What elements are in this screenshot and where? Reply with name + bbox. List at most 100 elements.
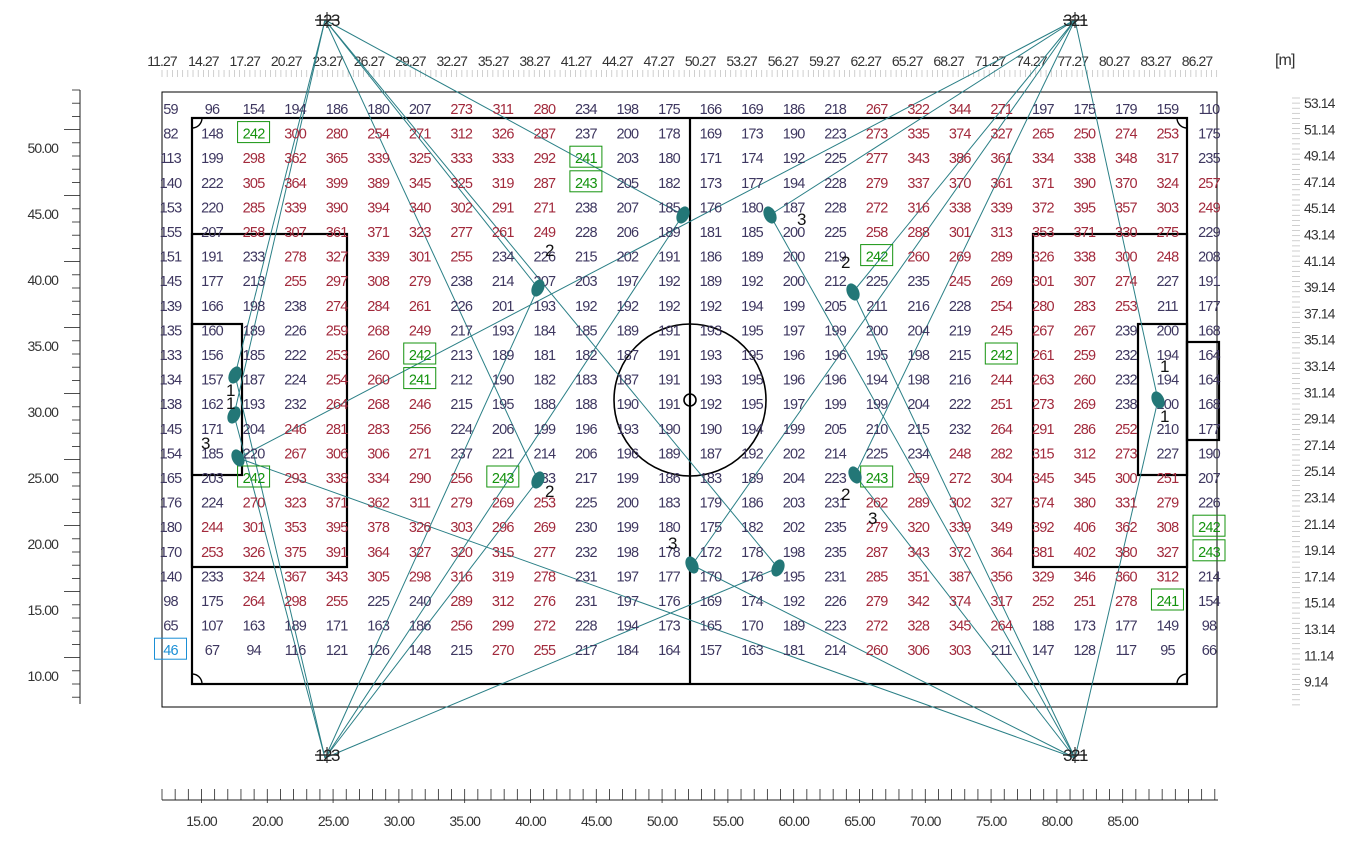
- grid-value: 395: [1073, 200, 1096, 216]
- top-axis-label: 71.27: [975, 53, 1007, 69]
- grid-value: 241: [1157, 594, 1180, 610]
- bottom-axis-label: 20.00: [252, 813, 284, 829]
- grid-value: 269: [533, 520, 556, 536]
- grid-value: 274: [1115, 127, 1138, 143]
- grid-value: 196: [783, 348, 806, 364]
- grid-value: 228: [949, 299, 972, 315]
- grid-value: 231: [824, 569, 847, 585]
- top-axis-label: 65.27: [892, 53, 924, 69]
- top-axis-label: 50.27: [685, 53, 717, 69]
- aim-line: [691, 19, 1076, 566]
- grid-value: 177: [201, 274, 224, 290]
- grid-value: 307: [1073, 274, 1096, 290]
- grid-value: 199: [783, 422, 806, 438]
- grid-value: 203: [575, 274, 598, 290]
- grid-value: 231: [824, 496, 847, 512]
- grid-value: 212: [824, 274, 847, 290]
- grid-value: 165: [700, 619, 723, 635]
- bottom-axis-label: 15.00: [186, 813, 218, 829]
- grid-value: 252: [1032, 594, 1055, 610]
- grid-value: 201: [492, 299, 515, 315]
- luminaire-head: [848, 466, 862, 484]
- left-axis-label: 20.00: [27, 536, 59, 552]
- grid-value: 255: [533, 643, 556, 659]
- grid-value: 272: [533, 619, 556, 635]
- grid-value: 195: [866, 348, 889, 364]
- top-axis-label: 68.27: [933, 53, 965, 69]
- top-axis-label: 11.27: [147, 53, 178, 69]
- grid-value: 290: [409, 471, 432, 487]
- grid-value: 234: [575, 102, 598, 118]
- right-axis-label: 51.14: [1304, 121, 1336, 137]
- grid-value: 160: [201, 323, 224, 339]
- grid-value: 208: [1198, 250, 1221, 266]
- grid-value: 394: [367, 200, 390, 216]
- grid-value: 116: [285, 643, 306, 659]
- grid-value: 362: [1115, 520, 1138, 536]
- grid-value: 199: [783, 299, 806, 315]
- grid-value: 253: [533, 496, 556, 512]
- right-axis-label: 15.14: [1304, 595, 1336, 611]
- grid-value: 192: [741, 446, 764, 462]
- grid-value: 282: [990, 446, 1013, 462]
- grid-value: 279: [1157, 496, 1180, 512]
- min-value-box: [154, 637, 187, 660]
- grid-value: 252: [1115, 422, 1138, 438]
- grid-value: 298: [243, 151, 266, 167]
- grid-value: 374: [1032, 496, 1055, 512]
- left-axis-label: 15.00: [27, 602, 59, 618]
- pitch-lines: [190, 116, 1221, 686]
- grid-value: 260: [866, 643, 889, 659]
- grid-value: 280: [533, 102, 556, 118]
- grid-value: 239: [1115, 323, 1138, 339]
- aim-line: [237, 19, 1076, 459]
- grid-value: 312: [1157, 569, 1180, 585]
- grid-value: 207: [617, 200, 640, 216]
- grid-value: 279: [409, 274, 432, 290]
- grid-value: 339: [949, 520, 972, 536]
- grid-value: 193: [700, 348, 723, 364]
- grid-value: 203: [201, 471, 224, 487]
- grid-value: 327: [990, 127, 1013, 143]
- grid-value: 224: [450, 422, 473, 438]
- aim-line: [769, 214, 1076, 759]
- grid-value: 337: [907, 176, 930, 192]
- grid-value: 312: [1073, 446, 1096, 462]
- center-circle: [613, 323, 767, 477]
- right-axis-label: 31.14: [1304, 384, 1336, 400]
- grid-value: 176: [658, 594, 681, 610]
- grid-value: 186: [700, 250, 723, 266]
- grid-value: 370: [1115, 176, 1138, 192]
- grid-value: 151: [160, 250, 183, 266]
- grid-value: 190: [617, 397, 640, 413]
- grid-value: 343: [907, 545, 930, 561]
- grid-value: 181: [700, 225, 723, 241]
- grid-value: 243: [492, 471, 515, 487]
- grid-value: 374: [949, 594, 972, 610]
- grid-value: 389: [367, 176, 390, 192]
- grid-value: 200: [783, 274, 806, 290]
- grid-value: 194: [1157, 373, 1180, 389]
- grid-value: 227: [1157, 446, 1180, 462]
- luminaires: [227, 206, 1165, 577]
- aim-line: [324, 567, 779, 759]
- grid-value: 331: [1115, 496, 1138, 512]
- grid-value: 107: [201, 619, 224, 635]
- grid-value: 346: [1073, 569, 1096, 585]
- grid-value: 276: [533, 594, 556, 610]
- grid-value: 264: [990, 422, 1013, 438]
- grid-value: 189: [700, 274, 723, 290]
- right-axis-label: 25.14: [1304, 463, 1336, 479]
- grid-value: 204: [907, 323, 930, 339]
- grid-value: 227: [1157, 274, 1180, 290]
- grid-value: 192: [658, 299, 681, 315]
- grid-value: 162: [201, 397, 224, 413]
- grid-value: 257: [1198, 176, 1221, 192]
- grid-value: 387: [949, 569, 972, 585]
- grid-value: 159: [1157, 102, 1180, 118]
- bottom-axis-label: 50.00: [647, 813, 679, 829]
- bottom-axis-label: 60.00: [778, 813, 810, 829]
- grid-value: 169: [741, 102, 764, 118]
- grid-value: 272: [866, 619, 889, 635]
- grid-value: 300: [284, 127, 307, 143]
